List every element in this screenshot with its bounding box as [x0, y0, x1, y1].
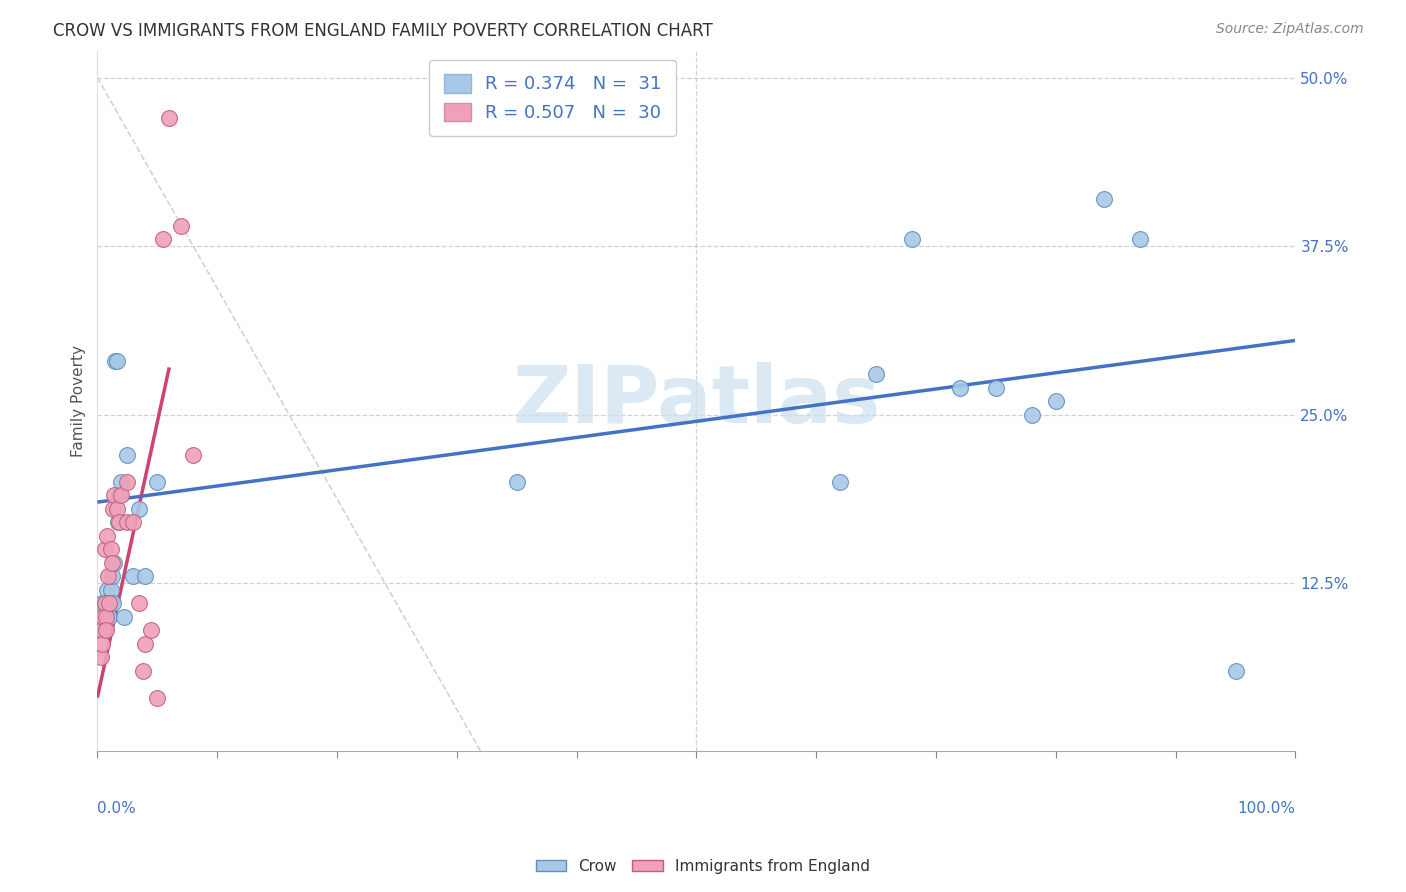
Point	[128, 596, 150, 610]
Point	[132, 664, 155, 678]
Y-axis label: Family Poverty: Family Poverty	[72, 345, 86, 457]
Point	[110, 475, 132, 489]
Point	[93, 609, 115, 624]
Point	[110, 488, 132, 502]
Point	[865, 367, 887, 381]
Point	[93, 596, 115, 610]
Text: ZIPatlas: ZIPatlas	[512, 362, 880, 440]
Point	[98, 596, 121, 610]
Point	[97, 609, 120, 624]
Point	[107, 516, 129, 530]
Point	[97, 569, 120, 583]
Point	[108, 488, 131, 502]
Point	[91, 637, 114, 651]
Text: Source: ZipAtlas.com: Source: ZipAtlas.com	[1216, 22, 1364, 37]
Point	[984, 381, 1007, 395]
Point	[1225, 664, 1247, 678]
Point	[122, 516, 145, 530]
Point	[108, 516, 131, 530]
Point	[96, 582, 118, 597]
Point	[112, 609, 135, 624]
Point	[141, 623, 163, 637]
Text: 0.0%: 0.0%	[97, 800, 136, 815]
Point	[134, 569, 156, 583]
Point	[100, 542, 122, 557]
Point	[1021, 408, 1043, 422]
Point	[117, 516, 139, 530]
Point	[128, 502, 150, 516]
Point	[93, 542, 115, 557]
Point	[103, 556, 125, 570]
Point	[157, 111, 180, 125]
Point	[105, 353, 128, 368]
Point	[91, 596, 114, 610]
Point	[170, 219, 193, 233]
Point	[98, 609, 121, 624]
Point	[117, 448, 139, 462]
Point	[94, 609, 117, 624]
Point	[100, 569, 122, 583]
Point	[134, 637, 156, 651]
Point	[122, 569, 145, 583]
Point	[91, 623, 114, 637]
Point	[100, 582, 122, 597]
Point	[146, 690, 169, 705]
Point	[1045, 394, 1067, 409]
Point	[94, 623, 117, 637]
Legend: Crow, Immigrants from England: Crow, Immigrants from England	[530, 853, 876, 880]
Point	[146, 475, 169, 489]
Point	[103, 488, 125, 502]
Legend: R = 0.374   N =  31, R = 0.507   N =  30: R = 0.374 N = 31, R = 0.507 N = 30	[429, 60, 676, 136]
Point	[101, 596, 124, 610]
Point	[830, 475, 852, 489]
Point	[1092, 192, 1115, 206]
Point	[901, 232, 924, 246]
Point	[1129, 232, 1152, 246]
Point	[90, 650, 112, 665]
Point	[93, 596, 115, 610]
Point	[152, 232, 174, 246]
Point	[949, 381, 972, 395]
Text: CROW VS IMMIGRANTS FROM ENGLAND FAMILY POVERTY CORRELATION CHART: CROW VS IMMIGRANTS FROM ENGLAND FAMILY P…	[53, 22, 713, 40]
Point	[104, 353, 127, 368]
Point	[100, 556, 122, 570]
Point	[117, 475, 139, 489]
Point	[101, 502, 124, 516]
Point	[105, 502, 128, 516]
Point	[181, 448, 204, 462]
Point	[505, 475, 527, 489]
Text: 100.0%: 100.0%	[1237, 800, 1295, 815]
Point	[96, 529, 118, 543]
